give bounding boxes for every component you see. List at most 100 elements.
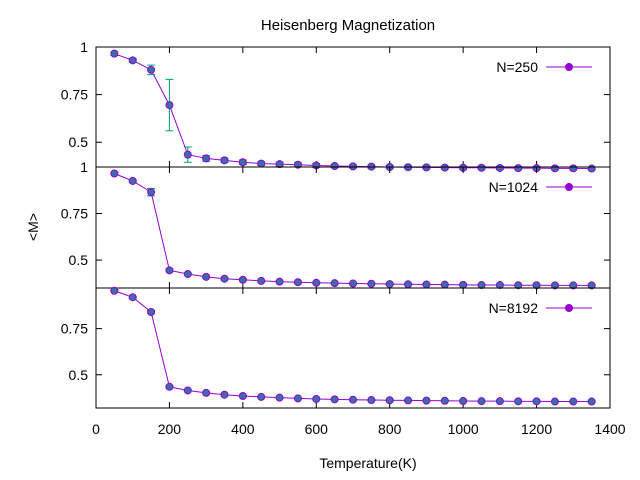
data-point: [587, 397, 596, 406]
data-point: [202, 154, 211, 163]
legend-marker: [565, 304, 573, 312]
data-point: [477, 281, 486, 290]
panel-3: 0.75 0.5 N=8192: [61, 286, 611, 409]
data-point: [495, 397, 504, 406]
data-point: [385, 396, 394, 405]
legend: N=8192: [489, 300, 592, 316]
panel-2: 1 0.75 0.5 N=1024: [61, 159, 611, 290]
data-point: [257, 392, 266, 401]
y-tick-label: 0.75: [61, 321, 88, 337]
data-point: [128, 293, 137, 302]
data-point: [495, 281, 504, 290]
data-point: [587, 281, 596, 290]
legend-marker: [565, 183, 573, 191]
data-point: [238, 275, 247, 284]
data-point: [110, 49, 119, 58]
y-tick-label: 1: [80, 39, 88, 55]
data-point: [275, 393, 284, 402]
data-point: [275, 277, 284, 286]
x-tick-label: 1000: [448, 421, 479, 437]
data-point: [349, 162, 357, 171]
panel-frame: [95, 287, 611, 409]
x-tick-label: 800: [378, 421, 402, 437]
y-axis-label: <M>: [25, 213, 41, 241]
data-point: [330, 395, 339, 404]
x-tick-label: 1400: [594, 421, 625, 437]
data-point: [404, 280, 413, 289]
legend-label: N=8192: [489, 300, 539, 316]
y-tick-label: 0.75: [61, 206, 88, 222]
legend-marker: [565, 63, 573, 71]
x-tick-label: 400: [231, 421, 255, 437]
data-point: [440, 396, 449, 405]
data-point: [128, 56, 137, 65]
x-tick-label: 600: [305, 421, 329, 437]
data-point: [202, 272, 211, 281]
data-point: [459, 396, 468, 405]
data-point: [367, 396, 376, 405]
data-point: [422, 280, 431, 289]
data-point: [312, 278, 321, 287]
data-point: [293, 160, 302, 169]
data-point: [514, 281, 523, 290]
y-tick-label: 0.75: [61, 87, 88, 103]
data-point: [220, 390, 229, 399]
y-tick-label: 0.5: [69, 252, 89, 268]
x-axis-label: Temperature(K): [319, 455, 416, 471]
data-point: [165, 382, 174, 391]
data-point: [147, 188, 156, 197]
data-point: [477, 397, 486, 406]
data-point: [275, 160, 284, 169]
data-point: [220, 274, 229, 283]
x-axis-ticks: 0 200 400 600 800 1000 1200 1400: [92, 421, 626, 437]
y-tick-label: 0.5: [69, 367, 89, 383]
data-point: [147, 308, 156, 316]
y-tick-label: 1: [80, 159, 88, 175]
data-point: [183, 270, 192, 279]
data-point: [330, 162, 339, 171]
data-point: [183, 150, 192, 159]
data-point: [238, 158, 247, 167]
data-point: [293, 394, 302, 403]
data-point: [165, 101, 174, 110]
data-point: [514, 397, 523, 406]
data-point: [459, 280, 468, 289]
data-point: [147, 65, 156, 74]
data-point: [440, 280, 449, 289]
data-point: [477, 163, 486, 172]
legend-label: N=250: [496, 59, 538, 75]
data-point: [349, 395, 357, 404]
data-point: [202, 388, 211, 397]
legend-label: N=1024: [489, 179, 539, 195]
data-point: [110, 286, 119, 295]
data-point: [404, 396, 413, 405]
data-point: [385, 280, 394, 289]
data-point: [569, 281, 578, 290]
data-point: [422, 396, 431, 405]
data-point: [532, 397, 541, 406]
data-point: [293, 278, 302, 287]
x-tick-label: 200: [158, 421, 182, 437]
data-point: [220, 156, 229, 165]
legend: N=250: [496, 59, 592, 75]
data-point: [550, 397, 559, 406]
x-tick-label: 1200: [521, 421, 552, 437]
data-point: [587, 164, 596, 173]
data-point: [367, 279, 376, 288]
chart-panels: 1 0.75 0.5 N=250 1 0.75 0.5 N=1024 0.75 0.5 N=8192: [61, 39, 611, 409]
data-point: [257, 159, 266, 168]
data-point: [128, 176, 137, 185]
x-tick-label: 0: [92, 421, 100, 437]
data-point: [550, 281, 559, 290]
data-point: [550, 164, 559, 173]
panel-1: 1 0.75 0.5 N=250: [61, 39, 611, 173]
data-point: [569, 397, 578, 406]
data-point: [238, 392, 247, 400]
data-point: [312, 394, 321, 403]
y-tick-label: 0.5: [69, 134, 89, 150]
legend: N=1024: [489, 179, 592, 195]
data-point: [569, 164, 578, 173]
data-point: [165, 266, 174, 275]
data-point: [514, 164, 523, 173]
